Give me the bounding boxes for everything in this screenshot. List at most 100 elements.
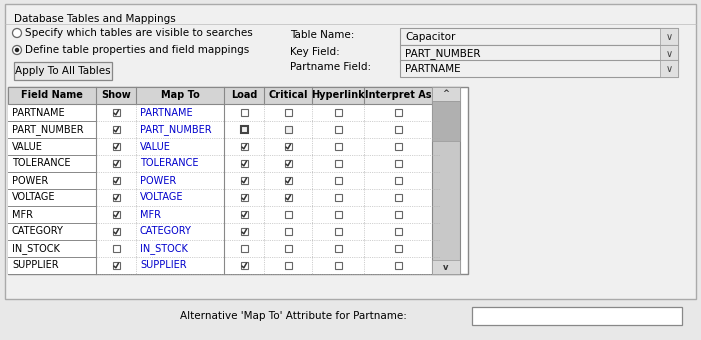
- Bar: [112, 109, 119, 116]
- Text: Critical: Critical: [268, 90, 308, 101]
- Bar: [112, 126, 119, 133]
- Text: IN_STOCK: IN_STOCK: [12, 243, 60, 254]
- Bar: [395, 194, 402, 201]
- Text: IN_STOCK: IN_STOCK: [140, 243, 188, 254]
- Bar: [8, 223, 440, 240]
- Bar: [240, 177, 247, 184]
- Bar: [285, 228, 292, 235]
- Text: Table Name:: Table Name:: [290, 30, 355, 40]
- Bar: [334, 245, 341, 252]
- Bar: [112, 245, 119, 252]
- Bar: [8, 121, 440, 138]
- Bar: [8, 206, 440, 223]
- Bar: [285, 126, 292, 133]
- Bar: [8, 257, 440, 274]
- Text: POWER: POWER: [12, 175, 48, 186]
- Bar: [112, 228, 119, 235]
- Bar: [395, 143, 402, 150]
- Bar: [112, 211, 119, 218]
- Text: Define table properties and field mappings: Define table properties and field mappin…: [25, 45, 250, 55]
- Text: Load: Load: [231, 90, 257, 101]
- Bar: [334, 228, 341, 235]
- Bar: [432, 260, 460, 274]
- Bar: [240, 245, 247, 252]
- Bar: [395, 177, 402, 184]
- Bar: [395, 228, 402, 235]
- Text: Key Field:: Key Field:: [290, 47, 340, 57]
- Bar: [334, 194, 341, 201]
- Bar: [472, 307, 682, 325]
- Bar: [8, 87, 440, 104]
- Bar: [334, 126, 341, 133]
- Text: VALUE: VALUE: [140, 141, 171, 152]
- Bar: [395, 245, 402, 252]
- Bar: [660, 60, 678, 77]
- Bar: [334, 143, 341, 150]
- Text: PART_NUMBER: PART_NUMBER: [405, 48, 480, 59]
- Bar: [285, 143, 292, 150]
- Text: v: v: [443, 262, 449, 272]
- Text: SUPPLIER: SUPPLIER: [140, 260, 186, 271]
- Text: ∨: ∨: [665, 64, 672, 74]
- Text: Interpret As: Interpret As: [365, 90, 431, 101]
- Text: MFR: MFR: [140, 209, 161, 220]
- Text: Capacitor: Capacitor: [405, 32, 456, 41]
- Text: VOLTAGE: VOLTAGE: [12, 192, 55, 203]
- Text: Partname Field:: Partname Field:: [290, 62, 371, 72]
- Text: Hyperlink: Hyperlink: [311, 90, 365, 101]
- Bar: [8, 172, 440, 189]
- Bar: [112, 177, 119, 184]
- Bar: [8, 240, 440, 257]
- Bar: [334, 211, 341, 218]
- Bar: [660, 45, 678, 62]
- Bar: [395, 211, 402, 218]
- Bar: [112, 194, 119, 201]
- Bar: [285, 245, 292, 252]
- Text: POWER: POWER: [140, 175, 176, 186]
- Bar: [334, 109, 341, 116]
- Bar: [240, 194, 247, 201]
- Text: MFR: MFR: [12, 209, 33, 220]
- Bar: [285, 109, 292, 116]
- Text: Database Tables and Mappings: Database Tables and Mappings: [14, 14, 176, 24]
- Circle shape: [15, 48, 19, 52]
- Bar: [14, 62, 112, 80]
- Text: VOLTAGE: VOLTAGE: [140, 192, 184, 203]
- Bar: [112, 262, 119, 269]
- Bar: [240, 211, 247, 218]
- Bar: [395, 126, 402, 133]
- Bar: [395, 160, 402, 167]
- Bar: [8, 155, 440, 172]
- Text: TOLERANCE: TOLERANCE: [12, 158, 71, 169]
- Bar: [400, 45, 678, 62]
- Text: PARTNAME: PARTNAME: [12, 107, 64, 118]
- Bar: [8, 87, 468, 274]
- Circle shape: [13, 46, 22, 54]
- Circle shape: [13, 29, 22, 37]
- Text: PARTNAME: PARTNAME: [405, 64, 461, 73]
- Bar: [395, 262, 402, 269]
- Bar: [8, 189, 440, 206]
- Text: Specify which tables are visible to searches: Specify which tables are visible to sear…: [25, 28, 253, 38]
- Bar: [432, 87, 460, 274]
- Bar: [112, 143, 119, 150]
- Bar: [285, 194, 292, 201]
- Text: SUPPLIER: SUPPLIER: [12, 260, 59, 271]
- Bar: [8, 104, 440, 121]
- Text: CATEGORY: CATEGORY: [140, 226, 192, 237]
- Text: TOLERANCE: TOLERANCE: [140, 158, 198, 169]
- Bar: [334, 262, 341, 269]
- Text: ∨: ∨: [665, 49, 672, 59]
- Bar: [334, 177, 341, 184]
- Bar: [400, 28, 678, 45]
- Bar: [240, 109, 247, 116]
- Text: ∨: ∨: [665, 32, 672, 42]
- Text: Map To: Map To: [161, 90, 199, 101]
- Bar: [285, 262, 292, 269]
- Bar: [285, 177, 292, 184]
- Text: Apply To All Tables: Apply To All Tables: [15, 66, 111, 76]
- Bar: [660, 28, 678, 45]
- Bar: [240, 262, 247, 269]
- Bar: [240, 228, 247, 235]
- Text: CATEGORY: CATEGORY: [12, 226, 64, 237]
